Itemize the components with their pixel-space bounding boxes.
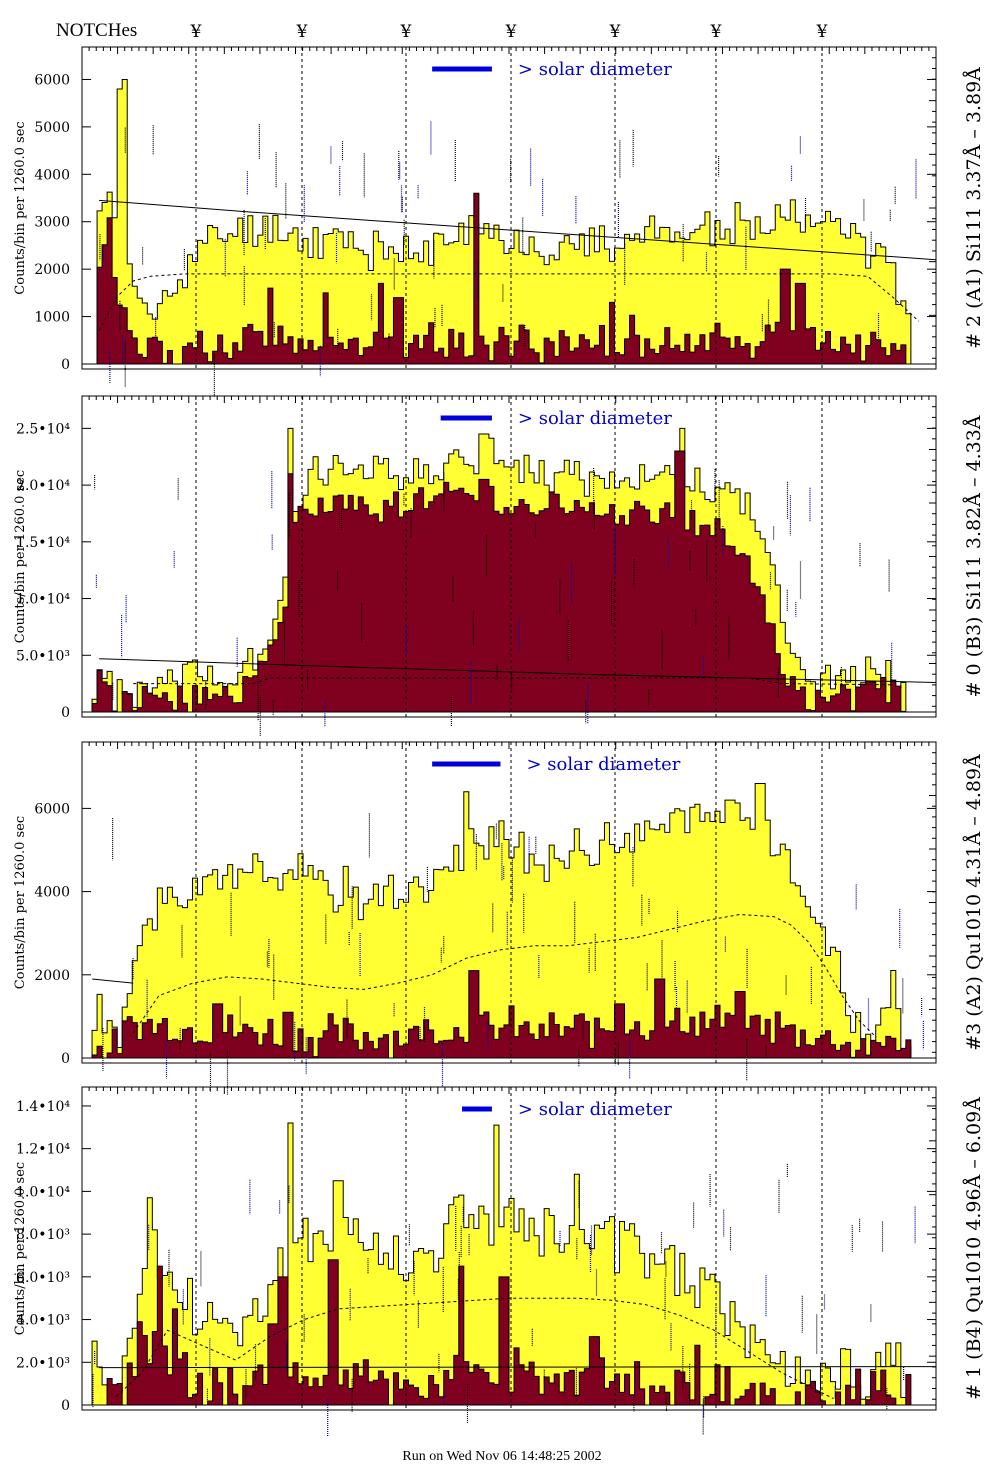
y-tick-label: 1.0•10⁴ xyxy=(16,592,70,608)
notches-title: NOTCHes xyxy=(56,20,138,41)
y-tick-label: 3000 xyxy=(34,215,70,231)
y-tick-label: 2.0•10³ xyxy=(16,1355,70,1371)
panel-2: 0 5.0•10³ 1.0•10⁴ 1.5•10⁴ 2.0•10⁴ 2.5•10⁴ Coun… xyxy=(13,395,985,737)
histogram-signal xyxy=(82,450,936,713)
y-tick-label: 0 xyxy=(61,357,70,373)
y-axis-label: Counts/bin per 1260.0 sec xyxy=(13,470,28,643)
fit-line xyxy=(99,658,937,683)
y-tick-label: 5.0•10³ xyxy=(16,648,70,664)
y-tick-label: 0 xyxy=(61,1051,70,1067)
y-tick-label: 6000 xyxy=(34,801,70,817)
series-total xyxy=(82,78,936,365)
notch-symbol-3: ¥ xyxy=(400,22,412,42)
line-annotations xyxy=(93,468,893,737)
histogram-total xyxy=(82,1122,936,1406)
y-axis-label: Counts/bin per 1260.0 sec xyxy=(13,121,28,294)
fit-line xyxy=(92,978,134,984)
line-annotations xyxy=(92,1163,916,1437)
solar-diameter-label: > solar diameter xyxy=(518,408,672,429)
smoothed-curve xyxy=(132,913,877,1038)
series-signal xyxy=(82,450,936,713)
y-tick-label: 0 xyxy=(61,1398,70,1414)
y-tick-label: 2000 xyxy=(34,262,70,278)
histogram-total xyxy=(82,782,936,1059)
y-tick-label: 2000 xyxy=(34,968,70,984)
panel-title: # 0 (B3) Si111 3.82Å – 4.33Å xyxy=(963,415,985,697)
series-signal xyxy=(82,1259,936,1406)
notch-symbol-4: ¥ xyxy=(505,22,517,42)
series-signal xyxy=(82,970,936,1059)
notch-symbol-5: ¥ xyxy=(609,22,621,42)
histogram-signal xyxy=(82,1259,936,1406)
y-tick-label: 4000 xyxy=(34,885,70,901)
panel-3: 0 2000 4000 6000 Counts/bin per 1260.0 sec #3… xyxy=(13,741,985,1096)
panel-4: 0 2.0•10³ 4.0•10³ 6.0•10³ 8.0•10³ 1.0•10⁴ 1.2•… xyxy=(13,1086,985,1437)
panel-title: # 1 (B4) Qu1010 4.96Å – 6.09Å xyxy=(963,1097,985,1400)
y-axis-label: Counts/bin per 1260.0 sec xyxy=(13,1162,28,1335)
y-tick-label: 8.0•10³ xyxy=(16,1227,70,1243)
line-annotations xyxy=(99,121,917,397)
y-tick-label: 1.0•10⁴ xyxy=(16,1184,70,1200)
y-tick-label: 1.4•10⁴ xyxy=(16,1099,70,1115)
y-tick-label: 4.0•10³ xyxy=(16,1313,70,1329)
notch-symbol-6: ¥ xyxy=(710,22,722,42)
notch-symbol-7: ¥ xyxy=(816,22,828,42)
y-tick-label: 2.0•10⁴ xyxy=(16,478,70,494)
series-total xyxy=(82,1122,936,1406)
solar-diameter-label: > solar diameter xyxy=(526,754,680,775)
panel-1: 0 1000 2000 3000 4000 5000 6000 Counts/bin per … xyxy=(13,46,985,397)
notch-symbol-2: ¥ xyxy=(296,22,308,42)
series-total xyxy=(82,782,936,1059)
histogram-signal xyxy=(82,192,936,365)
y-tick-label: 1.2•10⁴ xyxy=(16,1142,70,1158)
panel-title: # 2 (A1) Si111 3.37Å – 3.89Å xyxy=(963,67,985,349)
y-tick-label: 5000 xyxy=(34,120,70,136)
y-tick-label: 6000 xyxy=(34,72,70,88)
notch-header: ¥ ¥ ¥ ¥ ¥ ¥ ¥ xyxy=(190,22,828,42)
run-timestamp: Run on Wed Nov 06 14:48:25 2002 xyxy=(402,1449,602,1464)
y-tick-label: 1000 xyxy=(34,310,70,326)
fit-line xyxy=(99,1366,937,1369)
smoothed-curve xyxy=(115,1297,834,1400)
notch-symbol-1: ¥ xyxy=(190,22,202,42)
fit-line xyxy=(99,199,937,261)
y-axis-label: Counts/bin per 1260.0 sec xyxy=(13,816,28,989)
y-tick-label: 0 xyxy=(61,705,70,721)
series-signal xyxy=(82,192,936,365)
y-tick-label: 1.5•10⁴ xyxy=(16,535,70,551)
histogram-signal xyxy=(82,970,936,1059)
smoothed-curve xyxy=(98,273,920,332)
smoothed-curve xyxy=(133,677,894,686)
y-tick-label: 4000 xyxy=(34,167,70,183)
histogram-total xyxy=(82,78,936,365)
panel-title: #3 (A2) Qu1010 4.31Å – 4.89Å xyxy=(963,754,985,1051)
y-tick-label: 2.5•10⁴ xyxy=(16,421,70,437)
y-tick-label: 6.0•10³ xyxy=(16,1270,70,1286)
solar-diameter-label: > solar diameter xyxy=(518,1099,672,1120)
solar-diameter-label: > solar diameter xyxy=(518,59,672,80)
line-annotations xyxy=(102,813,925,1096)
